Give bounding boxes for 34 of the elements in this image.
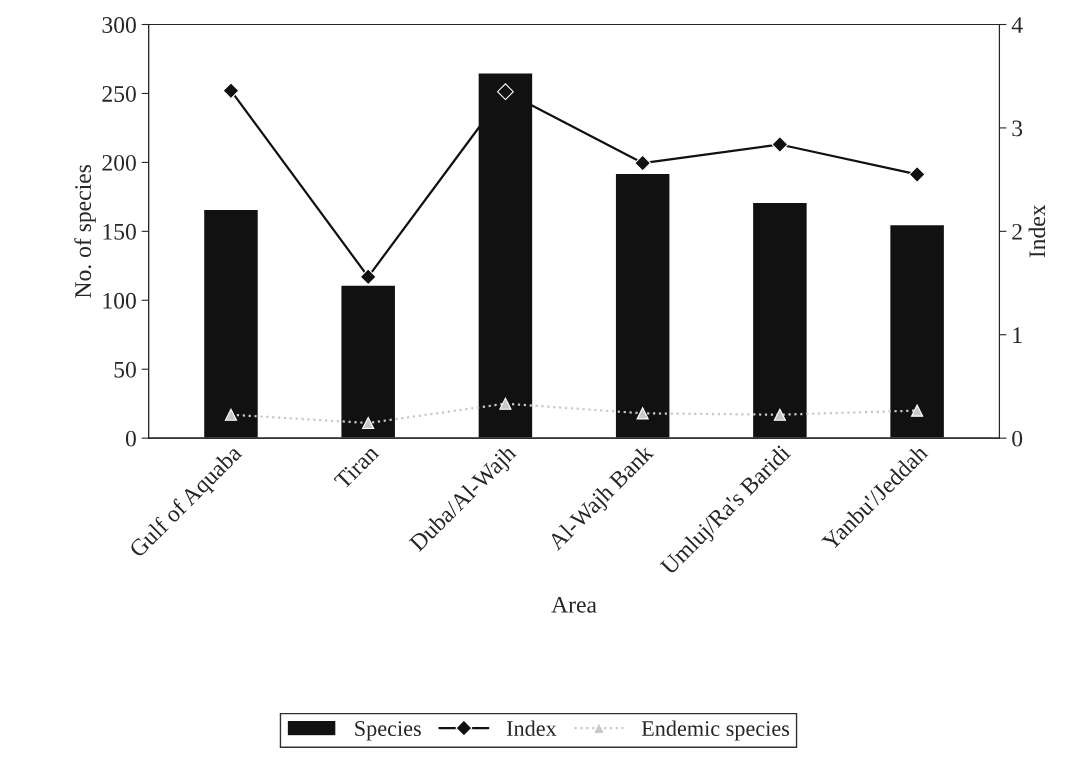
point: [224, 408, 238, 421]
x-tick-label: Tiran: [333, 443, 380, 491]
point: [359, 268, 377, 286]
legend-label: Endemic species: [641, 720, 790, 741]
legend-label: Index: [506, 720, 557, 737]
bar: [888, 223, 946, 439]
y2-tick-label: 2: [1012, 223, 1022, 240]
y-axis-title: No. of species: [74, 164, 96, 298]
y-tick-label: 200: [102, 154, 136, 171]
point: [497, 83, 514, 101]
point: [911, 404, 924, 417]
y-tick-label: 100: [103, 292, 136, 309]
point: [222, 82, 240, 100]
bar: [751, 201, 809, 439]
y-tick-label: 0: [125, 430, 136, 447]
point: [773, 408, 786, 421]
point: [771, 136, 789, 153]
y-tick-label: 300: [102, 17, 136, 33]
x-axis-title: Area: [551, 596, 597, 613]
y2-axis-title: Index: [1028, 204, 1046, 258]
y2-tick-label: 1: [1013, 327, 1022, 343]
y-tick-label: 50: [114, 361, 136, 378]
y-tick-label: 150: [103, 223, 136, 240]
point: [634, 154, 652, 172]
y2-tick-label: 3: [1012, 120, 1023, 137]
bar: [202, 208, 260, 439]
y2-tick-label: 0: [1012, 430, 1023, 447]
point: [362, 416, 375, 430]
legend-label: Species: [355, 721, 421, 741]
point: [636, 407, 649, 420]
y-tick-label: 250: [102, 85, 136, 102]
point: [908, 166, 926, 183]
y2-tick-label: 4: [1011, 17, 1023, 33]
point: [499, 397, 512, 410]
